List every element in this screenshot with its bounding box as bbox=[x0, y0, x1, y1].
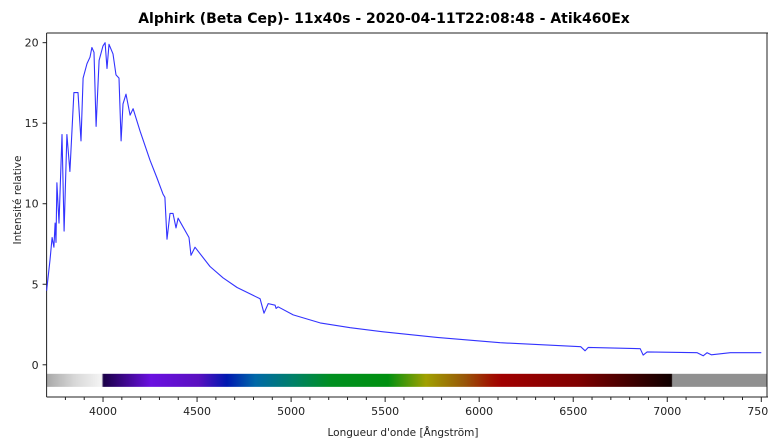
y-tick-label: 0 bbox=[32, 359, 39, 372]
y-tick-label: 15 bbox=[25, 117, 39, 130]
x-axis-label: Longueur d'onde [Ångström] bbox=[328, 426, 479, 439]
y-axis-label: Intensité relative bbox=[12, 156, 24, 245]
y-tick-label: 5 bbox=[32, 278, 39, 291]
x-tick-label: 6000 bbox=[465, 405, 493, 418]
spectrum-strip bbox=[46, 373, 768, 387]
chart-title: Alphirk (Beta Cep)- 11x40s - 2020-04-11T… bbox=[138, 11, 630, 27]
x-tick-label: 5000 bbox=[277, 405, 305, 418]
y-tick-label: 20 bbox=[25, 37, 39, 50]
x-tick-label: 6500 bbox=[559, 405, 587, 418]
x-tick-label: 4000 bbox=[89, 405, 117, 418]
x-tick-label: 4500 bbox=[183, 405, 211, 418]
spectrum-line bbox=[46, 42, 762, 357]
x-tick-label: 7000 bbox=[653, 405, 681, 418]
x-tick-label: 5500 bbox=[371, 405, 399, 418]
y-tick-label: 10 bbox=[25, 198, 39, 211]
